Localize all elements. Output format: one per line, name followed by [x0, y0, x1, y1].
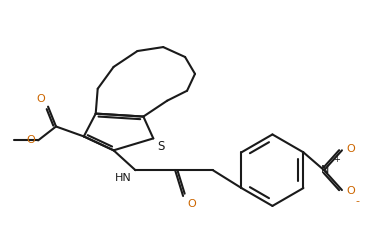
Text: HN: HN [115, 173, 131, 183]
Text: O: O [346, 144, 355, 154]
Text: O: O [187, 199, 196, 209]
Text: S: S [157, 140, 165, 153]
Text: O: O [36, 94, 45, 104]
Text: -: - [356, 196, 360, 206]
Text: N: N [321, 165, 329, 175]
Text: O: O [27, 135, 35, 145]
Text: O: O [346, 186, 355, 196]
Text: +: + [333, 155, 340, 164]
